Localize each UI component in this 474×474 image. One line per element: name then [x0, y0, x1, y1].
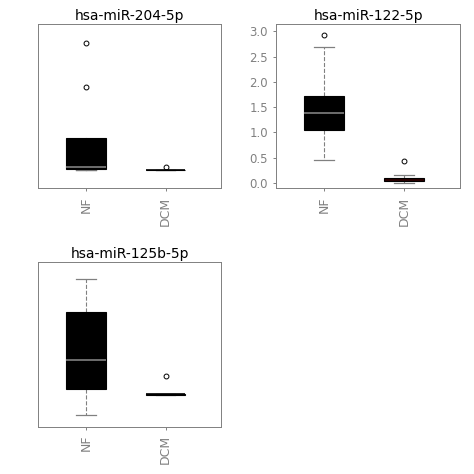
Bar [384, 178, 424, 181]
Title: hsa-miR-122-5p: hsa-miR-122-5p [313, 9, 423, 23]
Bar [146, 394, 185, 395]
Bar [66, 138, 106, 169]
Bar [66, 311, 106, 389]
Title: hsa-miR-204-5p: hsa-miR-204-5p [75, 9, 184, 23]
Bar [304, 96, 344, 130]
Title: hsa-miR-125b-5p: hsa-miR-125b-5p [70, 247, 189, 261]
